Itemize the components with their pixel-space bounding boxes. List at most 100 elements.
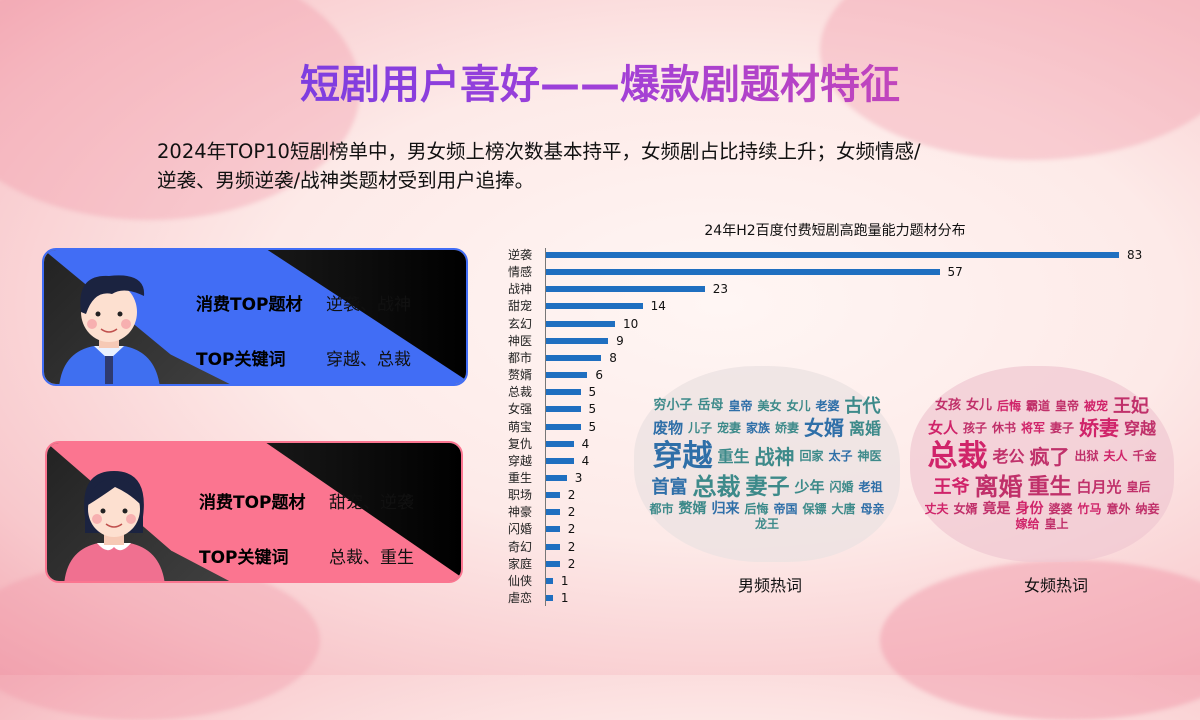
wordcloud-word: 废物 — [652, 419, 683, 438]
bar-都市 — [546, 354, 602, 361]
male-wordcloud — [634, 366, 900, 562]
wordcloud-word: 女婿 — [953, 501, 978, 516]
female-user-card: 消费TOP题材 甜宠、逆袭 TOP关键词 总裁、重生 — [45, 441, 463, 583]
data-label: 5 — [588, 402, 597, 417]
category-label: 总裁 — [507, 385, 532, 400]
category-label: 萌宝 — [507, 419, 532, 434]
wordcloud-word: 王妃 — [1113, 395, 1150, 417]
data-label: 9 — [616, 333, 624, 348]
data-label: 23 — [712, 282, 729, 297]
male-wordcloud-caption: 男频热词 — [738, 576, 803, 595]
wordcloud-word: 霸道 — [1026, 398, 1051, 413]
wordcloud-word: 女婿 — [804, 416, 845, 441]
wordcloud-word: 竟是 — [982, 500, 1011, 517]
wordcloud-word: 穷小子 — [653, 398, 693, 414]
data-label: 1 — [560, 591, 569, 605]
data-label: 5 — [588, 385, 597, 400]
data-label: 2 — [567, 556, 576, 571]
category-label: 重生 — [507, 470, 532, 485]
bar-逆袭 — [546, 252, 1119, 258]
data-label: 57 — [947, 265, 963, 280]
data-label: 2 — [567, 505, 576, 520]
topic-label: 消费TOP题材 — [196, 295, 303, 315]
page-title: 短剧用户喜好——爆款剧题材特征 — [0, 52, 1200, 110]
bar-萌宝 — [546, 423, 581, 430]
data-label: 4 — [581, 453, 590, 468]
wordcloud-word: 老祖 — [858, 480, 883, 494]
wordcloud-word: 儿子 — [687, 420, 712, 435]
topic-value: 甜宠、逆袭 — [329, 493, 414, 513]
wordcloud-word: 宠妻 — [716, 420, 741, 435]
bar-奇幻 — [546, 543, 560, 550]
wordcloud-word: 归来 — [711, 500, 740, 517]
wordcloud-word: 神医 — [857, 449, 882, 464]
data-label: 2 — [567, 522, 576, 537]
wordcloud-word: 穿越 — [652, 439, 713, 475]
category-label: 玄幻 — [507, 316, 532, 331]
bar-家庭 — [546, 560, 560, 567]
category-label: 情感 — [507, 265, 532, 280]
category-label: 闪婚 — [507, 522, 532, 537]
background-decoration — [0, 560, 320, 720]
data-label: 8 — [609, 350, 617, 365]
wordcloud-word: 战神 — [754, 444, 795, 469]
bar-赘婿 — [546, 372, 588, 379]
bar-战神 — [546, 286, 705, 293]
wordcloud-word: 大唐 — [831, 501, 856, 516]
wordcloud-word: 皇帝 — [728, 398, 753, 413]
wordcloud-word: 意外 — [1106, 501, 1131, 516]
wordcloud-word: 少年 — [794, 478, 825, 497]
wordcloud-word: 将军 — [1021, 420, 1046, 435]
bar-总裁 — [546, 389, 581, 396]
bar-闪婚 — [546, 526, 560, 533]
wordcloud-word: 妻子 — [1050, 420, 1075, 435]
wordcloud-word: 休书 — [991, 420, 1016, 435]
male-avatar-icon — [59, 275, 160, 384]
wordcloud-word: 回家 — [799, 449, 824, 464]
wordcloud-word: 总裁 — [692, 473, 741, 502]
wordcloud-word: 重生 — [1027, 474, 1072, 500]
keyword-value: 穿越、总裁 — [326, 350, 411, 370]
category-label: 奇幻 — [507, 539, 532, 554]
category-label: 虐恋 — [507, 591, 532, 605]
wordcloud-word: 离婚 — [974, 473, 1023, 502]
topic-value: 逆袭、战神 — [326, 295, 411, 315]
category-label: 女强 — [507, 402, 532, 417]
wordcloud-word: 纳妾 — [1135, 501, 1160, 516]
topic-label: 消费TOP题材 — [199, 493, 306, 513]
category-label: 神豪 — [507, 505, 532, 520]
female-wordcloud-words: 女孩 女儿 后悔 霸道 皇帝 被宠 王妃 女人 孩子 休书 将军 妻子 娇妻 穿越 总裁 老公 疯了 出狱 夫人 千金… — [923, 372, 1161, 556]
bar-职场 — [546, 492, 560, 499]
data-label: 1 — [560, 573, 569, 588]
bar-情感 — [546, 269, 940, 276]
bar-女强 — [546, 406, 581, 413]
keyword-label: TOP关键词 — [199, 548, 289, 568]
wordcloud-word: 皇后 — [1126, 480, 1151, 494]
female-wordcloud — [910, 366, 1174, 562]
wordcloud-word: 白月光 — [1076, 478, 1122, 497]
bar-神医 — [546, 337, 609, 344]
wordcloud-word: 娇妻 — [775, 420, 800, 435]
wordcloud-word: 古代 — [844, 395, 881, 417]
wordcloud-word: 家族 — [746, 420, 771, 435]
keyword-value: 总裁、重生 — [329, 548, 414, 568]
category-label: 赘婿 — [507, 368, 532, 383]
wordcloud-word: 都市 — [649, 501, 674, 516]
category-label: 战神 — [507, 282, 532, 297]
category-label: 复仇 — [507, 436, 532, 451]
wordcloud-word: 总裁 — [927, 439, 988, 475]
chart-title: 24年H2百度付费短剧高跑量能力题材分布 — [704, 223, 966, 239]
female-avatar-icon — [64, 471, 165, 581]
wordcloud-word: 后悔 — [996, 398, 1021, 413]
wordcloud-word: 后悔 — [744, 501, 769, 516]
data-label: 14 — [650, 299, 666, 314]
data-label: 2 — [567, 488, 576, 503]
category-label: 职场 — [507, 488, 532, 503]
wordcloud-word: 皇帝 — [1055, 398, 1080, 413]
bar-重生 — [546, 474, 567, 481]
wordcloud-word: 母亲 — [860, 501, 885, 516]
wordcloud-word: 皇上 — [1044, 517, 1069, 532]
category-label: 家庭 — [507, 556, 532, 571]
bar-玄幻 — [546, 320, 616, 327]
wordcloud-word: 婆婆 — [1048, 501, 1073, 516]
